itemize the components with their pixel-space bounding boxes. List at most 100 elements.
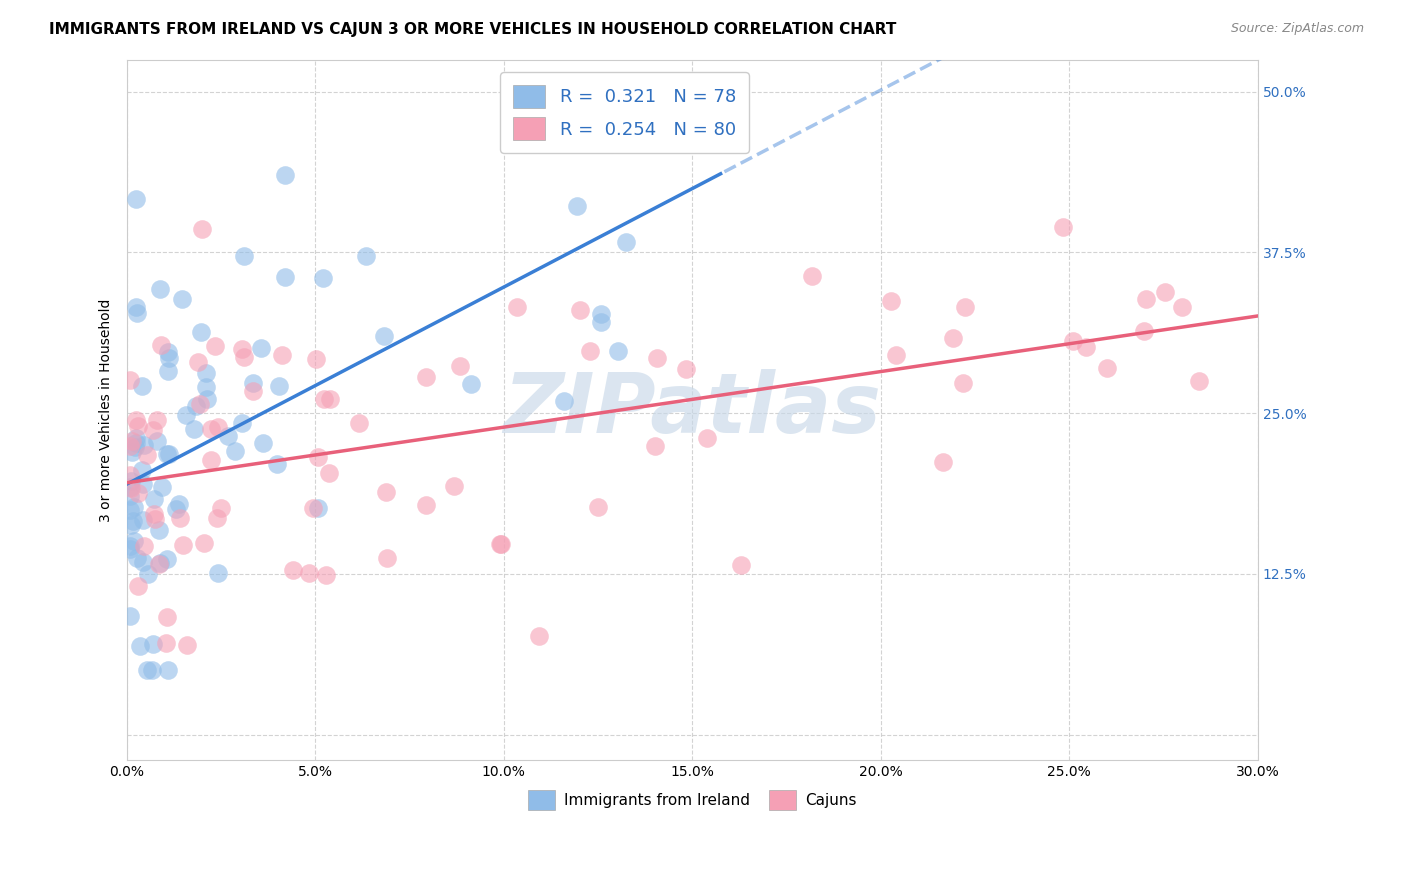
Point <box>207 566 229 580</box>
Text: Source: ZipAtlas.com: Source: ZipAtlas.com <box>1230 22 1364 36</box>
Point <box>1132 324 1154 338</box>
Point <box>155 636 177 650</box>
Point <box>281 563 304 577</box>
Point <box>267 378 290 392</box>
Point <box>122 534 145 549</box>
Point <box>801 269 824 284</box>
Point <box>415 498 437 512</box>
Point <box>186 400 208 414</box>
Point <box>165 501 187 516</box>
Point <box>307 501 329 516</box>
Point <box>614 235 637 250</box>
Point <box>157 447 180 461</box>
Point <box>312 392 335 407</box>
Point <box>125 300 148 314</box>
Point <box>120 481 142 495</box>
Point <box>1062 334 1084 348</box>
Point <box>131 378 153 392</box>
Point <box>489 536 512 550</box>
Point <box>204 339 226 353</box>
Point <box>190 326 212 340</box>
Point <box>120 373 142 387</box>
Point <box>274 269 297 284</box>
Point <box>242 384 264 398</box>
Point <box>156 664 179 678</box>
Point <box>197 392 219 406</box>
Point <box>173 538 195 552</box>
Point <box>200 453 222 467</box>
Point <box>207 511 229 525</box>
Point <box>136 449 159 463</box>
Point <box>349 416 371 430</box>
Point <box>127 551 149 566</box>
Point <box>122 500 145 515</box>
Point <box>167 497 190 511</box>
Point <box>1154 285 1177 300</box>
Point <box>127 485 149 500</box>
Point <box>307 450 329 465</box>
Point <box>150 337 173 351</box>
Point <box>302 501 325 516</box>
Point <box>143 511 166 525</box>
Point <box>193 535 215 549</box>
Point <box>134 539 156 553</box>
Point <box>195 380 218 394</box>
Point <box>120 474 142 488</box>
Point <box>146 413 169 427</box>
Point <box>142 637 165 651</box>
Point <box>188 396 211 410</box>
Point <box>157 351 180 366</box>
Point <box>579 343 602 358</box>
Point <box>125 431 148 445</box>
Point <box>373 329 395 343</box>
Point <box>644 439 666 453</box>
Point <box>149 556 172 570</box>
Point <box>156 447 179 461</box>
Point <box>696 431 718 445</box>
Point <box>120 503 142 517</box>
Point <box>120 489 142 503</box>
Point <box>273 168 295 182</box>
Point <box>125 192 148 206</box>
Point <box>136 567 159 582</box>
Point <box>122 514 145 528</box>
Point <box>148 557 170 571</box>
Point <box>120 480 142 494</box>
Point <box>172 292 194 306</box>
Point <box>132 554 155 568</box>
Point <box>149 282 172 296</box>
Point <box>217 429 239 443</box>
Point <box>224 443 246 458</box>
Point <box>1074 341 1097 355</box>
Point <box>131 463 153 477</box>
Point <box>884 348 907 362</box>
Point <box>120 468 142 483</box>
Point <box>586 500 609 514</box>
Point <box>191 222 214 236</box>
Point <box>607 343 630 358</box>
Point <box>187 355 209 369</box>
Point <box>375 551 398 566</box>
Point <box>150 480 173 494</box>
Point <box>142 507 165 521</box>
Point <box>207 420 229 434</box>
Point <box>506 300 529 314</box>
Point <box>174 409 197 423</box>
Point <box>354 249 377 263</box>
Point <box>1171 300 1194 314</box>
Point <box>232 350 254 364</box>
Point <box>942 331 965 345</box>
Text: IMMIGRANTS FROM IRELAND VS CAJUN 3 OR MORE VEHICLES IN HOUSEHOLD CORRELATION CHA: IMMIGRANTS FROM IRELAND VS CAJUN 3 OR MO… <box>49 22 897 37</box>
Point <box>183 422 205 436</box>
Point <box>553 394 575 409</box>
Y-axis label: 3 or more Vehicles in Household: 3 or more Vehicles in Household <box>100 298 114 522</box>
Point <box>569 303 592 318</box>
Point <box>120 609 142 624</box>
Point <box>730 558 752 573</box>
Point <box>589 315 612 329</box>
Point <box>156 552 179 566</box>
Point <box>621 85 644 99</box>
Point <box>127 578 149 592</box>
Point <box>449 359 471 373</box>
Point <box>176 638 198 652</box>
